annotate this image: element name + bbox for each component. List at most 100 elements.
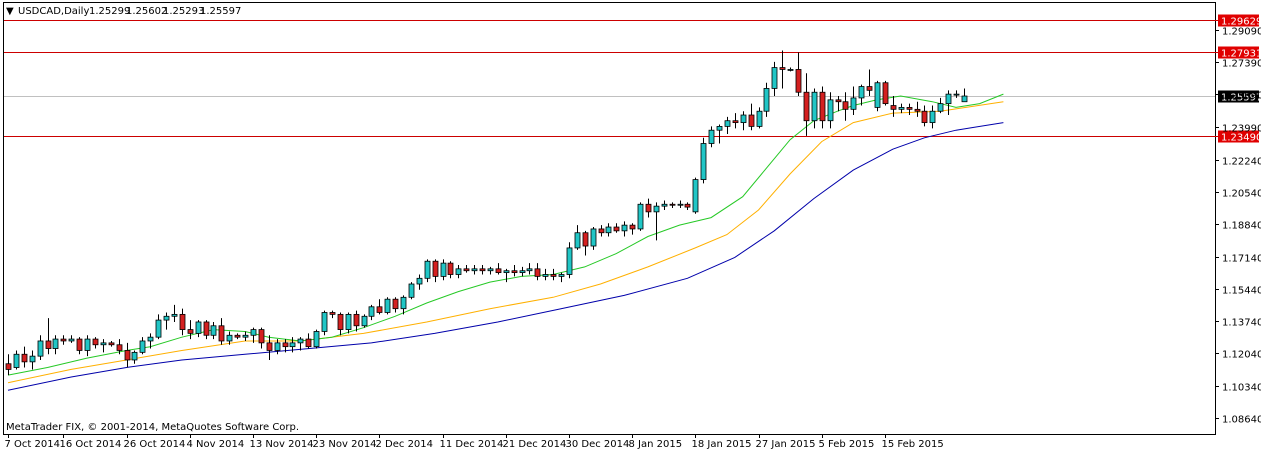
- candle-body: [210, 325, 217, 336]
- candle: [898, 103, 905, 114]
- candle-body: [13, 353, 20, 368]
- candle-body: [645, 203, 652, 213]
- candle-body: [874, 82, 881, 108]
- candle: [361, 314, 368, 328]
- candle: [52, 335, 59, 355]
- candle: [45, 318, 52, 355]
- candle-body: [416, 277, 423, 285]
- candle-body: [795, 69, 802, 93]
- candle: [171, 304, 178, 322]
- candle: [179, 308, 186, 336]
- candle-body: [598, 228, 605, 234]
- candle: [13, 350, 20, 370]
- candle-body: [226, 334, 233, 342]
- plot-frame: [3, 2, 1216, 435]
- candle: [60, 335, 67, 345]
- candle: [100, 339, 107, 353]
- level-label-box: [1218, 46, 1259, 59]
- candle-body: [337, 313, 344, 330]
- candle: [218, 318, 225, 345]
- candle: [400, 295, 407, 315]
- x-tick-label: 8 Jan 2015: [629, 439, 683, 450]
- candle: [84, 335, 91, 357]
- candle-body: [447, 262, 454, 275]
- candle-body: [590, 228, 597, 247]
- candle-body: [835, 99, 842, 103]
- candle-body: [187, 329, 194, 334]
- candle: [139, 337, 146, 355]
- y-tick-label: 1.25690: [1222, 91, 1261, 102]
- candle: [163, 312, 170, 330]
- candle: [345, 312, 352, 334]
- candle-body: [139, 340, 146, 353]
- footer-copyright: MetaTrader FIX, © 2001-2014, MetaQuotes …: [6, 422, 299, 433]
- candle-body: [771, 67, 778, 89]
- header-high: 1.25602: [126, 6, 167, 17]
- candle-body: [574, 232, 581, 249]
- candle: [108, 340, 115, 347]
- candle: [700, 137, 707, 184]
- current-price-label: 1.25597: [1221, 93, 1261, 104]
- candle-body: [724, 120, 731, 127]
- candle-body: [179, 313, 186, 330]
- candle: [242, 331, 249, 341]
- candle-body: [882, 82, 889, 105]
- candle-body: [455, 268, 462, 275]
- header-arrow[interactable]: ▼: [6, 6, 14, 17]
- x-tick-label: 11 Dec 2014: [440, 439, 504, 450]
- candle-body: [384, 298, 391, 313]
- candle: [116, 339, 123, 355]
- candle-body: [368, 306, 375, 317]
- candle: [795, 52, 802, 97]
- candle-body: [282, 342, 289, 348]
- candle: [416, 274, 423, 290]
- candle: [471, 265, 478, 275]
- candle: [29, 350, 36, 370]
- candle-body: [21, 353, 28, 363]
- candle-body: [740, 114, 747, 124]
- candle-body: [266, 342, 273, 351]
- candle-body: [558, 274, 565, 277]
- candle-body: [669, 203, 676, 206]
- x-tick-label: 21 Dec 2014: [503, 439, 567, 450]
- candle: [771, 61, 778, 97]
- time-axis: 7 Oct 2014 16 Oct 2014 26 Oct 2014 4 Nov 20…: [5, 434, 944, 450]
- candle-body: [850, 97, 857, 110]
- candle-body: [511, 270, 518, 274]
- candle-body: [52, 338, 59, 349]
- candle-body: [756, 110, 763, 127]
- candle: [487, 266, 494, 275]
- candle: [376, 299, 383, 315]
- y-tick-label: 1.29090: [1222, 27, 1261, 38]
- candle: [534, 263, 541, 281]
- candle: [906, 103, 913, 116]
- candle: [92, 337, 99, 349]
- candle-body: [29, 355, 36, 363]
- candle: [542, 268, 549, 281]
- candle: [708, 126, 715, 148]
- candle: [274, 339, 281, 355]
- candle: [684, 202, 691, 210]
- candle-body: [708, 129, 715, 144]
- candle: [210, 321, 217, 340]
- candle-body: [937, 103, 944, 112]
- candle: [842, 92, 849, 121]
- candle-body: [716, 126, 723, 131]
- candle: [803, 73, 810, 136]
- candle: [337, 312, 344, 336]
- candle-body: [92, 338, 99, 346]
- x-tick-label: 15 Feb 2015: [882, 439, 944, 450]
- y-tick-label: 1.12040: [1222, 350, 1261, 361]
- level-label-box: [1218, 130, 1259, 143]
- candle: [850, 86, 857, 116]
- candle: [882, 80, 889, 106]
- candle: [353, 310, 360, 332]
- candle: [5, 354, 12, 376]
- candle-body: [684, 203, 691, 208]
- candle-body: [898, 107, 905, 110]
- candle: [463, 265, 470, 273]
- current-price-label-box: [1218, 90, 1259, 103]
- candle-body: [495, 268, 502, 274]
- candle: [874, 80, 881, 112]
